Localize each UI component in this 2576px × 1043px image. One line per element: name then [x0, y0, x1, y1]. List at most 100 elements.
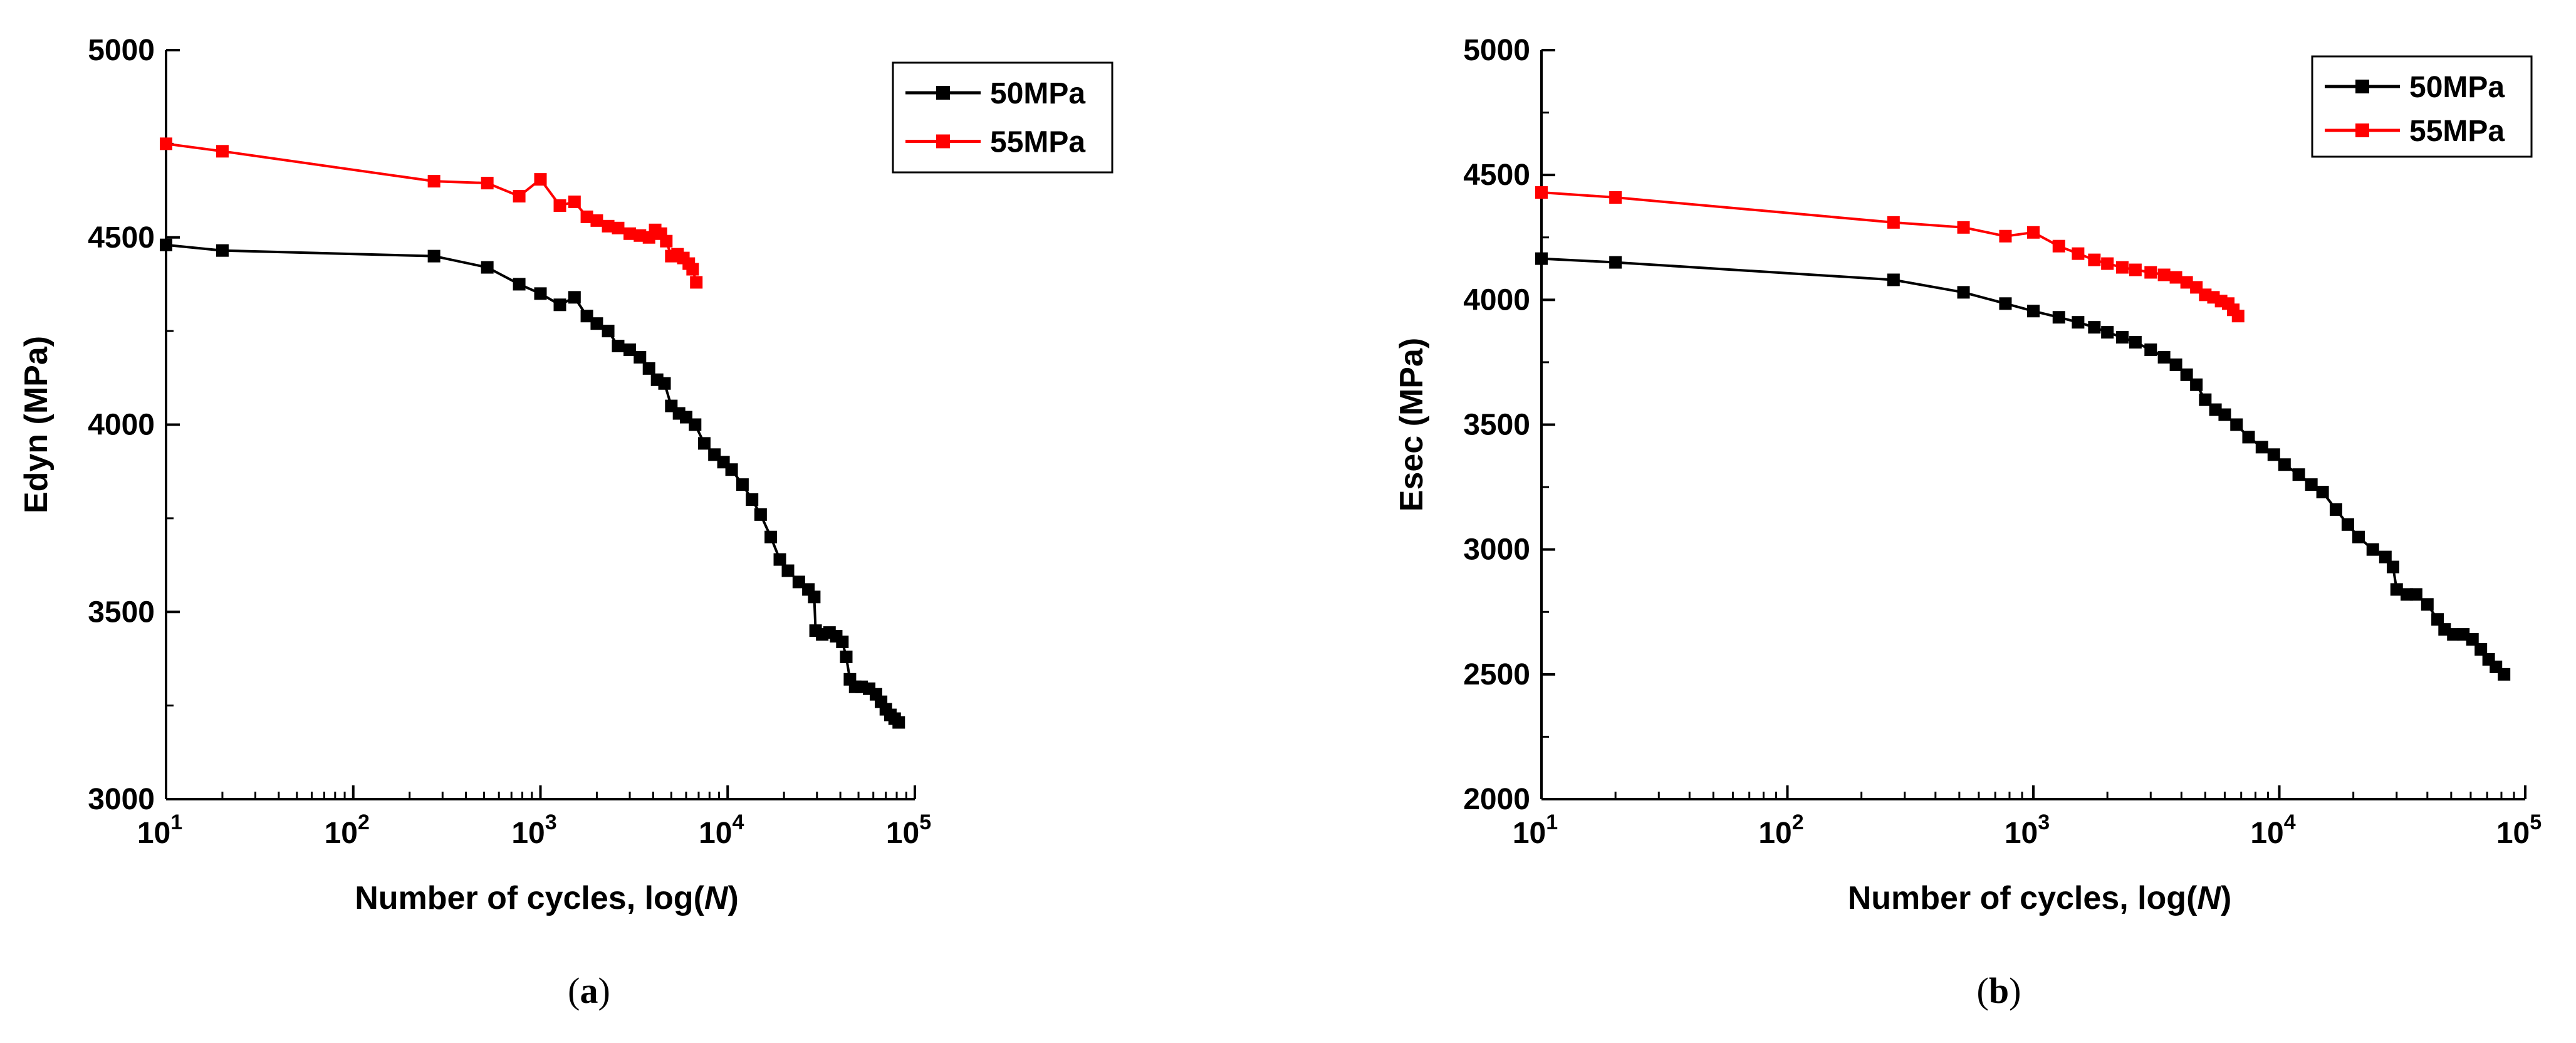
data-point — [2180, 368, 2193, 381]
x-tick-base: 10 — [1758, 817, 1791, 850]
data-point — [2230, 418, 2243, 431]
data-point — [1957, 286, 1970, 299]
y-tick-label: 4500 — [1463, 159, 1530, 192]
data-point — [2386, 560, 2399, 574]
data-point — [2101, 326, 2114, 339]
data-point — [2409, 588, 2422, 601]
legend-label: 50MPa — [990, 77, 1085, 110]
data-point — [754, 508, 767, 521]
series-line — [1541, 191, 2240, 317]
data-point — [2072, 316, 2085, 329]
legend-swatch-marker — [2355, 80, 2369, 93]
x-axis-title-variable: N — [2197, 880, 2221, 916]
data-point — [553, 298, 566, 312]
data-point — [1609, 191, 1622, 204]
data-point — [2231, 310, 2245, 323]
x-tick-exponent: 3 — [545, 810, 557, 834]
series-50MPa — [160, 238, 905, 729]
data-point — [1887, 273, 1900, 286]
data-point — [781, 564, 795, 577]
data-point — [2144, 266, 2157, 279]
data-point — [216, 145, 229, 158]
x-tick-exponent: 4 — [732, 810, 744, 834]
caption-letter: b — [1989, 970, 2009, 1011]
data-point — [612, 221, 625, 234]
x-tick-base: 10 — [886, 817, 919, 850]
data-point — [2072, 247, 2085, 260]
data-point — [2169, 358, 2182, 371]
panel-caption: (b) — [1977, 970, 2021, 1011]
x-tick-exponent: 1 — [170, 810, 182, 834]
data-point — [2329, 503, 2342, 516]
caption-letter: a — [580, 970, 598, 1011]
data-point — [2180, 276, 2193, 289]
data-point — [2267, 448, 2280, 461]
data-point — [568, 291, 581, 304]
data-point — [2431, 613, 2444, 626]
x-tick-base: 10 — [2005, 817, 2038, 850]
legend-swatch-marker — [936, 86, 950, 100]
data-point — [2101, 257, 2114, 270]
y-axis-title: Edyn (MPa) — [18, 336, 55, 513]
data-point — [840, 650, 853, 663]
data-point — [2447, 628, 2460, 641]
y-tick-label: 4000 — [1463, 283, 1530, 317]
data-point — [580, 210, 593, 223]
data-point — [2129, 336, 2142, 349]
data-point — [2466, 633, 2479, 646]
x-tick-exponent: 2 — [358, 810, 370, 834]
data-point — [2366, 543, 2379, 556]
data-point — [427, 175, 441, 188]
x-axis-title: Number of cycles, log(N) — [1848, 880, 2232, 916]
data-point — [792, 575, 805, 589]
data-point — [686, 263, 699, 276]
data-point — [2341, 518, 2354, 531]
data-point — [2169, 271, 2182, 284]
series-50MPa — [1535, 252, 2511, 681]
data-point — [690, 276, 703, 289]
data-point — [736, 478, 749, 491]
series-55MPa — [1535, 186, 2245, 323]
y-tick-label: 5000 — [1463, 34, 1530, 67]
data-point — [534, 287, 547, 300]
data-point — [623, 343, 637, 356]
data-point — [2242, 431, 2255, 444]
x-tick-base: 10 — [137, 817, 170, 850]
x-axis-title-close: ) — [2221, 880, 2231, 916]
x-axis-title-variable: N — [704, 880, 729, 916]
data-point — [2255, 441, 2268, 454]
data-point — [2027, 305, 2040, 318]
data-point — [580, 310, 593, 323]
data-point — [1999, 229, 2012, 243]
data-point — [590, 317, 603, 330]
data-point — [764, 530, 778, 543]
series-line — [165, 243, 900, 723]
data-point — [2115, 261, 2129, 274]
x-tick-label: 104 — [699, 810, 744, 850]
x-tick-label: 105 — [886, 810, 931, 850]
data-point — [160, 238, 172, 251]
legend-label: 55MPa — [990, 126, 1085, 159]
data-point — [2199, 393, 2212, 406]
data-point — [568, 195, 581, 208]
x-tick-label: 103 — [511, 810, 556, 850]
x-tick-base: 10 — [511, 817, 545, 850]
x-tick-label: 101 — [137, 810, 182, 850]
data-point — [808, 590, 821, 604]
x-tick-base: 10 — [1513, 817, 1546, 850]
y-tick-label: 4500 — [88, 221, 155, 254]
x-tick-exponent: 3 — [2038, 810, 2050, 834]
data-point — [612, 340, 625, 353]
x-tick-base: 10 — [699, 817, 732, 850]
x-tick-exponent: 1 — [1546, 810, 1558, 834]
legend-label: 55MPa — [2409, 115, 2505, 148]
caption-close: ) — [2009, 970, 2021, 1011]
panel-caption: (a) — [568, 970, 610, 1011]
x-tick-exponent: 4 — [2284, 810, 2296, 834]
caption-open: ( — [568, 970, 580, 1011]
data-point — [1999, 297, 2012, 310]
data-point — [481, 177, 494, 190]
